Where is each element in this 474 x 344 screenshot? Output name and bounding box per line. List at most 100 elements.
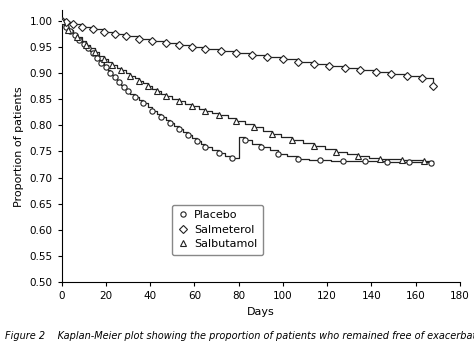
Placebo	[275, 151, 281, 155]
Salbutamol	[74, 35, 80, 40]
Salbutamol	[189, 105, 195, 109]
Placebo	[59, 19, 64, 23]
Salbutamol	[355, 154, 361, 158]
Placebo	[295, 157, 301, 161]
Salbutamol	[234, 119, 239, 123]
Placebo	[103, 65, 109, 69]
Salbutamol	[154, 89, 160, 93]
Salbutamol	[251, 125, 257, 129]
Salbutamol	[289, 138, 294, 142]
Salmeterol	[264, 55, 270, 60]
Placebo	[90, 51, 95, 55]
X-axis label: Days: Days	[247, 307, 274, 317]
Salmeterol	[357, 68, 363, 72]
Placebo	[63, 25, 69, 29]
Salbutamol	[136, 79, 142, 83]
Salmeterol	[373, 70, 379, 74]
Placebo	[112, 75, 118, 79]
Salmeterol	[327, 64, 332, 68]
Placebo	[340, 159, 346, 163]
Salbutamol	[202, 109, 208, 113]
Placebo	[428, 161, 434, 165]
Salbutamol	[101, 57, 107, 61]
Placebo	[116, 80, 122, 85]
Placebo	[318, 158, 323, 162]
Salbutamol	[145, 84, 151, 88]
Salmeterol	[123, 34, 128, 38]
Placebo	[185, 133, 191, 137]
Salmeterol	[430, 84, 436, 88]
Line: Placebo: Placebo	[59, 18, 434, 165]
Line: Salmeterol: Salmeterol	[59, 18, 436, 89]
Salbutamol	[59, 19, 64, 23]
Salbutamol	[400, 158, 405, 162]
Salmeterol	[90, 27, 95, 31]
Salmeterol	[163, 41, 168, 45]
Salbutamol	[269, 132, 274, 136]
Placebo	[158, 115, 164, 119]
Salmeterol	[63, 20, 69, 24]
Placebo	[94, 56, 100, 60]
Salbutamol	[176, 99, 182, 103]
Salmeterol	[79, 24, 84, 29]
Placebo	[406, 160, 412, 164]
Placebo	[81, 42, 87, 46]
Placebo	[132, 95, 137, 99]
Salmeterol	[59, 19, 64, 23]
Placebo	[258, 145, 264, 149]
Salbutamol	[65, 28, 71, 32]
Placebo	[125, 89, 131, 93]
Placebo	[99, 61, 104, 65]
Placebo	[76, 37, 82, 42]
Salmeterol	[101, 30, 107, 34]
Salmeterol	[388, 72, 394, 76]
Placebo	[85, 46, 91, 50]
Placebo	[202, 145, 208, 149]
Salbutamol	[377, 157, 383, 161]
Placebo	[176, 127, 182, 131]
Salmeterol	[234, 51, 239, 55]
Placebo	[108, 71, 113, 75]
Placebo	[68, 29, 73, 33]
Salmeterol	[311, 62, 317, 66]
Placebo	[242, 138, 248, 142]
Salmeterol	[295, 60, 301, 64]
Salmeterol	[419, 76, 425, 80]
Salbutamol	[333, 150, 339, 154]
Salmeterol	[249, 53, 255, 57]
Placebo	[72, 33, 78, 37]
Placebo	[141, 101, 146, 105]
Salbutamol	[421, 159, 427, 163]
Line: Salbutamol: Salbutamol	[59, 18, 427, 163]
Placebo	[149, 109, 155, 113]
Placebo	[229, 155, 235, 160]
Placebo	[384, 160, 390, 164]
Placebo	[194, 139, 200, 143]
Placebo	[216, 151, 221, 155]
Salmeterol	[70, 22, 75, 26]
Placebo	[167, 121, 173, 125]
Salmeterol	[136, 36, 142, 41]
Salbutamol	[216, 113, 221, 117]
Salbutamol	[128, 74, 133, 78]
Salmeterol	[189, 45, 195, 49]
Salmeterol	[112, 32, 118, 36]
Text: Figure 2    Kaplan-Meier plot showing the proportion of patients who remained fr: Figure 2 Kaplan-Meier plot showing the p…	[5, 331, 474, 341]
Salbutamol	[83, 43, 89, 47]
Salbutamol	[109, 63, 115, 67]
Legend: Placebo, Salmeterol, Salbutamol: Placebo, Salmeterol, Salbutamol	[172, 205, 263, 255]
Salmeterol	[218, 49, 224, 53]
Salmeterol	[149, 39, 155, 43]
Y-axis label: Proportion of patients: Proportion of patients	[14, 86, 24, 206]
Salbutamol	[311, 144, 317, 148]
Placebo	[362, 159, 367, 163]
Salbutamol	[118, 68, 124, 73]
Salbutamol	[163, 94, 168, 98]
Salmeterol	[342, 66, 347, 70]
Placebo	[121, 85, 127, 89]
Salmeterol	[202, 47, 208, 51]
Salbutamol	[92, 50, 98, 54]
Salmeterol	[404, 74, 410, 78]
Salmeterol	[176, 43, 182, 47]
Salmeterol	[280, 57, 286, 62]
